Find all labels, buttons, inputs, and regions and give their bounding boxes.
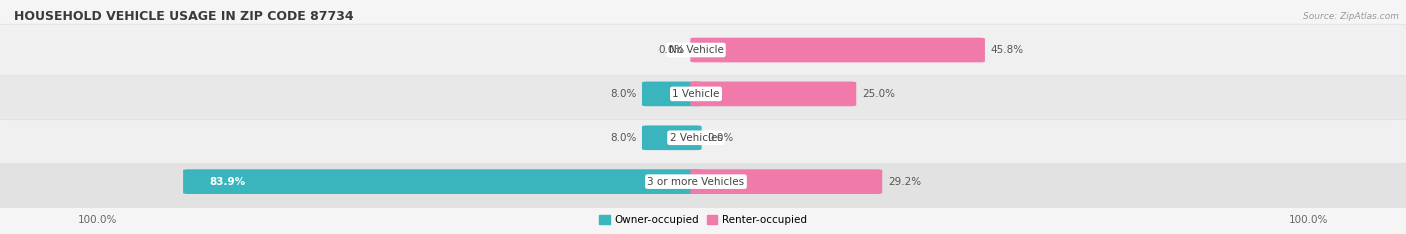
FancyBboxPatch shape <box>0 112 1406 164</box>
Text: 25.0%: 25.0% <box>862 89 894 99</box>
Text: 29.2%: 29.2% <box>887 177 921 187</box>
Text: 3 or more Vehicles: 3 or more Vehicles <box>647 177 745 187</box>
Text: 0.0%: 0.0% <box>658 45 685 55</box>
FancyBboxPatch shape <box>183 169 702 194</box>
Text: 1 Vehicle: 1 Vehicle <box>672 89 720 99</box>
FancyBboxPatch shape <box>0 156 1406 208</box>
Text: 100.0%: 100.0% <box>1289 215 1329 225</box>
Text: 0.0%: 0.0% <box>707 133 734 143</box>
Text: 83.9%: 83.9% <box>209 177 246 187</box>
Text: 2 Vehicles: 2 Vehicles <box>669 133 723 143</box>
Text: 8.0%: 8.0% <box>610 89 637 99</box>
FancyBboxPatch shape <box>690 38 986 62</box>
FancyBboxPatch shape <box>0 68 1406 120</box>
Text: 45.8%: 45.8% <box>991 45 1024 55</box>
FancyBboxPatch shape <box>690 81 856 106</box>
Text: No Vehicle: No Vehicle <box>668 45 724 55</box>
FancyBboxPatch shape <box>643 125 702 150</box>
FancyBboxPatch shape <box>0 24 1406 76</box>
Legend: Owner-occupied, Renter-occupied: Owner-occupied, Renter-occupied <box>599 215 807 225</box>
Text: Source: ZipAtlas.com: Source: ZipAtlas.com <box>1303 12 1399 21</box>
Text: 8.0%: 8.0% <box>610 133 637 143</box>
Text: HOUSEHOLD VEHICLE USAGE IN ZIP CODE 87734: HOUSEHOLD VEHICLE USAGE IN ZIP CODE 8773… <box>14 10 354 23</box>
FancyBboxPatch shape <box>643 81 702 106</box>
Text: 100.0%: 100.0% <box>77 215 117 225</box>
FancyBboxPatch shape <box>690 169 882 194</box>
